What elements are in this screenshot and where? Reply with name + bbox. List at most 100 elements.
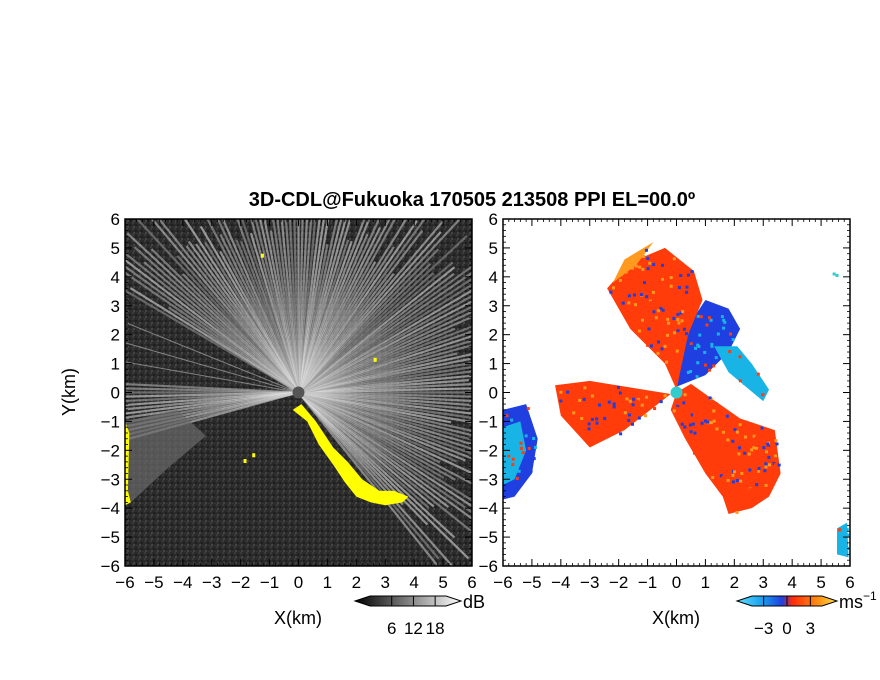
velocity-speck (645, 395, 649, 399)
velocity-speck (656, 309, 660, 313)
velocity-speck (846, 533, 850, 537)
velocity-speck (672, 316, 676, 320)
velocity-speck (688, 339, 692, 343)
velocity-speck (632, 255, 636, 259)
velocity-speckles (503, 248, 850, 550)
velocity-speck (612, 405, 616, 409)
velocity-speck (633, 303, 637, 307)
velocity-speck (624, 270, 628, 274)
velocity-speck (670, 364, 674, 368)
velocity-speck (735, 510, 739, 514)
velocity-speck (720, 429, 724, 433)
velocity-speck (715, 427, 719, 431)
velocity-speck (764, 483, 768, 487)
velocity-speck (761, 393, 765, 397)
velocity-speck (710, 344, 714, 348)
velocity-region (555, 380, 671, 448)
x-tick-label: 3 (381, 573, 390, 592)
y-tick-label: 6 (489, 210, 498, 229)
y-tick-label: −5 (479, 528, 498, 547)
velocity-speck (725, 414, 729, 418)
velocity-speck (679, 380, 683, 384)
velocity-speck (688, 423, 692, 427)
velocity-speck (661, 263, 665, 267)
velocity-speck (684, 336, 688, 340)
velocity-colorbar-unit: ms−1 (839, 589, 877, 612)
velocity-speck (597, 403, 601, 407)
y-tick-label: −2 (101, 441, 120, 460)
velocity-speck (659, 400, 663, 404)
velocity-speck (639, 293, 643, 297)
velocity-speck (645, 295, 649, 299)
y-tick-label: 5 (489, 239, 498, 258)
velocity-speck (761, 494, 765, 498)
velocity-speck (599, 424, 603, 428)
x-tick-label: −4 (551, 573, 570, 592)
velocity-speck (578, 398, 582, 402)
velocity-speck (748, 468, 752, 472)
y-tick-label: 5 (111, 239, 120, 258)
velocity-speck (580, 416, 584, 420)
colorbar-tick-label: 3 (806, 619, 815, 638)
velocity-speck (689, 341, 693, 345)
velocity-speck (712, 364, 716, 368)
velocity-speck (607, 400, 611, 404)
velocity-speck (679, 311, 683, 315)
velocity-speck (739, 479, 743, 483)
x-tick-label: 1 (323, 573, 332, 592)
x-tick-label: −6 (115, 573, 134, 592)
velocity-speck (531, 455, 535, 459)
velocity-speck (703, 419, 707, 423)
colorbar-tick-label: 18 (426, 619, 445, 638)
velocity-speck (559, 390, 563, 394)
velocity-speck (672, 331, 676, 335)
velocity-speck (692, 298, 696, 302)
intensity-x-axis-label: X(km) (274, 608, 322, 628)
velocity-speck (503, 471, 507, 475)
velocity-speck (757, 467, 761, 471)
velocity-speck (586, 394, 590, 398)
velocity-speck (672, 257, 676, 261)
velocity-speck (747, 452, 751, 456)
velocity-speck (764, 462, 768, 466)
velocity-speck (640, 403, 644, 407)
velocity-speck (673, 337, 677, 341)
velocity-colorbar-ticks: −3 0 3 (754, 596, 815, 638)
velocity-speck (746, 452, 750, 456)
velocity-speck (587, 427, 591, 431)
colorbar-tick-label: −3 (754, 619, 773, 638)
velocity-speck (691, 422, 695, 426)
x-tick-label: 2 (352, 573, 361, 592)
velocity-speck (689, 362, 693, 366)
y-tick-label: 6 (111, 210, 120, 229)
velocity-speck (680, 422, 684, 426)
velocity-speck (755, 483, 759, 487)
velocity-speck (619, 432, 623, 436)
velocity-speck (676, 318, 680, 322)
y-tick-label: −5 (101, 528, 120, 547)
velocity-speck (696, 314, 700, 318)
velocity-ticks: −6 6 −5 5 −4 4 −3 3 −2 2 −1 1 0 0 1 −1 2 −2 3 −3 4 −4 5 −5 6 −6 (479, 210, 855, 592)
velocity-speck (652, 310, 656, 314)
velocity-speck (656, 351, 660, 355)
x-tick-label: 5 (438, 573, 447, 592)
velocity-speck (524, 434, 528, 438)
velocity-speck (646, 256, 650, 260)
x-tick-label: 1 (701, 573, 710, 592)
velocity-speck (618, 391, 622, 395)
y-tick-label: 3 (111, 297, 120, 316)
velocity-speck (623, 411, 627, 415)
velocity-speck (677, 321, 681, 325)
velocity-speck (631, 266, 635, 270)
velocity-speck (748, 422, 752, 426)
velocity-speck (621, 301, 625, 305)
velocity-speck (696, 343, 700, 347)
velocity-speck (763, 469, 767, 473)
velocity-speck (527, 429, 531, 433)
velocity-speck (657, 340, 661, 344)
velocity-speck (700, 425, 704, 429)
x-tick-label: 4 (409, 573, 418, 592)
x-tick-label: 6 (467, 573, 476, 592)
velocity-speck (763, 445, 767, 449)
